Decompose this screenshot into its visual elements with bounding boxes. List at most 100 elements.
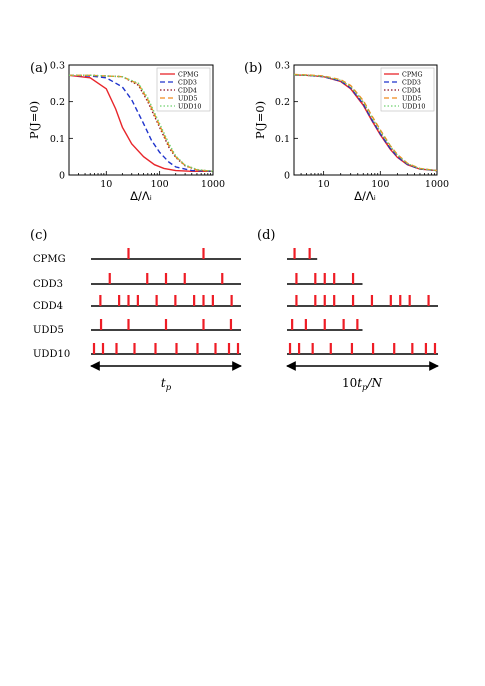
legend-label: UDD10 [402, 104, 425, 111]
series-line-cpmg [68, 74, 213, 172]
y-tick-label: 0.2 [50, 97, 65, 108]
series-line-udd10 [293, 74, 438, 172]
pulse-mark [308, 248, 311, 259]
chart-b-frame [293, 64, 438, 176]
pulse-mark [311, 343, 314, 354]
pulse-mark [127, 295, 130, 306]
legend-label: CDD4 [178, 88, 197, 95]
pulse-mark [175, 343, 178, 354]
chart-a-xlabel: Δ/Λᵢ [130, 189, 152, 203]
row-label-udd5: UDD5 [33, 325, 64, 336]
legend-label: CPMG [402, 72, 423, 79]
pulse-mark [183, 273, 186, 284]
pulse-mark [92, 343, 96, 354]
pulse-mark [342, 319, 345, 330]
pulse-mark [214, 343, 217, 354]
pulse-mark [333, 273, 336, 284]
pulse-mark [356, 319, 359, 330]
row-label-udd10: UDD10 [33, 349, 70, 360]
legend-label: UDD5 [178, 96, 197, 103]
legend-label: CDD4 [402, 88, 421, 95]
y-tick-label: 0.1 [275, 134, 290, 145]
pulse-mark [399, 295, 402, 306]
pulse-mark [164, 319, 168, 330]
pulse-diagram-c: CPMG CDD3 CDD4 UDD5 UDD10 [33, 248, 241, 360]
pulse-mark [174, 295, 177, 306]
pulse-mark [424, 343, 428, 354]
pulse-mark [202, 248, 205, 259]
pulse-mark [118, 295, 121, 306]
pulse-mark [236, 343, 240, 354]
pulse-mark [291, 319, 294, 330]
pulse-mark [351, 295, 355, 306]
y-tick-label: 0.3 [275, 61, 290, 72]
pulse-mark [196, 343, 199, 354]
pulse-mark [295, 273, 298, 284]
pulse-mark [293, 248, 296, 259]
row-label-cdd3: CDD3 [33, 279, 63, 290]
pulse-mark [127, 319, 130, 330]
pulse-mark [99, 319, 103, 330]
chart-b-ylabel: P(J=0) [253, 101, 267, 139]
series-line-cdd3 [68, 74, 214, 172]
pulse-mark [295, 295, 298, 306]
pulse-mark [329, 343, 332, 354]
pulse-mark [101, 343, 105, 354]
x-tick-label: 100 [151, 179, 169, 190]
chart-b-xlabel: Δ/Λᵢ [354, 189, 376, 203]
y-tick-label: 0.1 [50, 134, 65, 145]
pulse-mark [202, 319, 205, 330]
arrow-10tp-n-label: 10tp/N [342, 376, 383, 393]
series-line-udd10 [69, 74, 214, 172]
chart-b: 10 100 1000 0 0.1 0.2 0.3 CPMGCDD3CDD4UDD5UDD1… [253, 61, 449, 204]
pulse-mark [99, 295, 102, 306]
pulse-mark [433, 343, 437, 354]
chart-a: 10 100 1000 0 0.1 0.2 0.3 CPMGCDD3CDD4UDD5UDD1… [27, 61, 225, 204]
row-label-cdd4: CDD4 [33, 301, 63, 312]
pulse-mark [323, 319, 326, 330]
chart-b-ticks: 10 100 1000 0 0.1 0.2 0.3 [275, 61, 449, 191]
pulse-mark [351, 273, 355, 284]
x-tick-label: 10 [318, 179, 330, 190]
pulse-mark [333, 295, 336, 306]
pulse-mark [154, 343, 157, 354]
series-line-udd5 [69, 74, 214, 172]
panel-label-b: (b) [244, 61, 262, 76]
legend-label: CPMG [178, 72, 199, 79]
pulse-mark [202, 295, 205, 306]
pulse-mark [323, 273, 326, 284]
x-tick-label: 10 [100, 179, 112, 190]
pulse-mark [133, 343, 136, 354]
panel-label-d: (d) [257, 228, 275, 243]
pulse-mark [370, 295, 374, 306]
y-tick-label: 0.3 [50, 61, 65, 72]
legend-label: UDD10 [178, 104, 201, 111]
pulse-mark [297, 343, 301, 354]
legend-label: CDD3 [402, 80, 421, 87]
pulse-mark [427, 295, 430, 306]
chart-a-ylabel: P(J=0) [27, 101, 41, 139]
y-tick-label: 0 [284, 171, 290, 182]
pulse-mark [146, 273, 149, 284]
chart-b-series [293, 73, 438, 172]
pulse-mark [389, 295, 392, 306]
pulse-mark [288, 343, 292, 354]
arrow-tp-label: tp [161, 376, 172, 393]
chart-a-ticks: 10 100 1000 0 0.1 0.2 0.3 [50, 61, 225, 191]
legend-box [156, 67, 211, 112]
chart-a-frame [68, 64, 214, 176]
pulse-mark [227, 343, 231, 354]
y-tick-label: 0.2 [275, 97, 290, 108]
pulse-mark [323, 295, 326, 306]
pulse-mark [411, 343, 414, 354]
pulse-mark [371, 343, 375, 354]
pulse-mark [108, 273, 111, 284]
pulse-mark [136, 295, 139, 306]
pulse-mark [314, 273, 317, 284]
x-tick-label: 100 [371, 179, 389, 190]
pulse-diagram-d [287, 248, 438, 355]
legend-label: UDD5 [402, 96, 421, 103]
pulse-mark [115, 343, 118, 354]
